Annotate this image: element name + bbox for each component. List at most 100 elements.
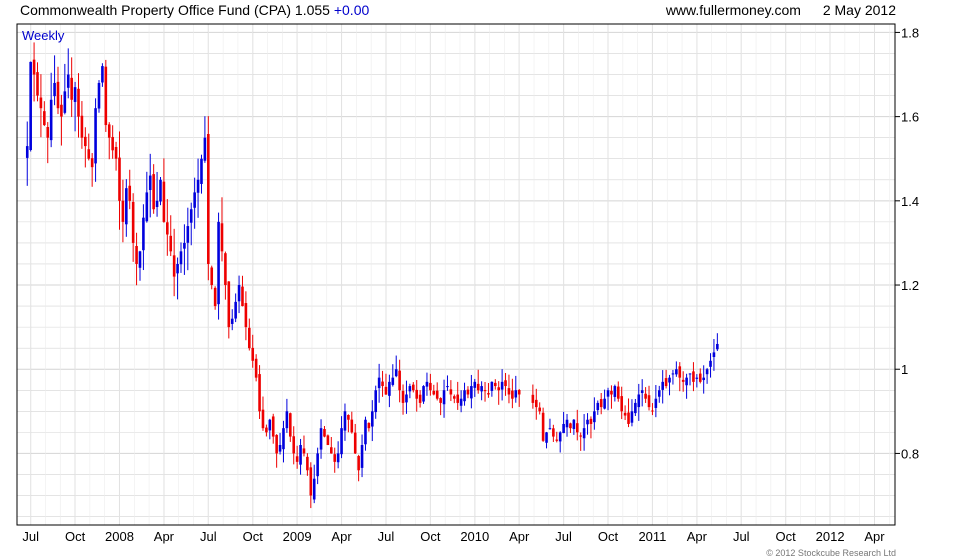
y-tick-label: 1 xyxy=(901,362,908,377)
ohlc-bar xyxy=(490,381,494,397)
ohlc-bar xyxy=(688,373,692,386)
ohlc-bar xyxy=(271,413,275,444)
ohlc-bar xyxy=(685,373,688,399)
ohlc-bar xyxy=(620,386,623,420)
ohlc-bar xyxy=(70,57,73,117)
x-tick-label: Apr xyxy=(154,529,175,544)
ohlc-bar xyxy=(357,454,360,482)
chart-title-line: Commonwealth Property Office Fund (CPA) … xyxy=(20,0,369,20)
ohlc-bar xyxy=(213,286,217,310)
ohlc-bar xyxy=(200,154,203,194)
ohlc-bar xyxy=(657,385,661,403)
ohlc-bar xyxy=(377,363,381,403)
ohlc-bar xyxy=(227,281,231,339)
ohlc-bar xyxy=(244,291,248,341)
ohlc-bar xyxy=(422,385,425,404)
ohlc-bar xyxy=(142,204,145,271)
ohlc-bar xyxy=(507,374,511,404)
ohlc-bar xyxy=(497,381,501,405)
ohlc-bar xyxy=(275,434,278,468)
ohlc-bar xyxy=(56,66,60,115)
ohlc-bar xyxy=(323,425,326,438)
ohlc-bar xyxy=(606,387,610,411)
ohlc-bar xyxy=(470,374,473,409)
ohlc-bar xyxy=(575,409,579,441)
ohlc-bar xyxy=(49,72,53,148)
x-tick-label: Oct xyxy=(65,529,86,544)
ohlc-bar xyxy=(511,378,514,409)
ohlc-bar xyxy=(463,382,466,406)
ohlc-bar xyxy=(398,359,401,403)
x-tick-label: Apr xyxy=(687,529,708,544)
ohlc-bar xyxy=(230,309,234,331)
ohlc-bar xyxy=(77,73,80,138)
ohlc-bar xyxy=(196,158,200,218)
x-tick-label: 2011 xyxy=(638,529,666,544)
ohlc-bar xyxy=(220,197,224,262)
ohlc-bar xyxy=(459,390,463,413)
ohlc-bar xyxy=(432,384,436,396)
ohlc-bar xyxy=(415,380,419,412)
site-url[interactable]: www.fullermoney.com xyxy=(665,2,801,18)
ohlc-bar xyxy=(370,400,374,442)
ohlc-bar xyxy=(90,153,94,187)
ohlc-bar xyxy=(405,380,408,414)
ohlc-bar xyxy=(480,381,483,401)
ohlc-bar xyxy=(388,374,391,408)
ohlc-bar xyxy=(193,177,196,229)
ohlc-bar xyxy=(97,80,101,113)
x-tick-label: Jul xyxy=(555,529,572,544)
ohlc-bar xyxy=(121,179,125,243)
ohlc-bar xyxy=(616,381,620,402)
ohlc-bar xyxy=(548,418,552,430)
ohlc-bar xyxy=(394,355,398,378)
ohlc-bar xyxy=(555,431,559,443)
ohlc-bar xyxy=(449,380,453,402)
ohlc-bar xyxy=(80,101,84,149)
ohlc-bar xyxy=(586,413,589,435)
period-label: Weekly xyxy=(22,28,65,43)
price-change: +0.00 xyxy=(333,2,370,18)
x-tick-label: Apr xyxy=(331,529,352,544)
ohlc-bar xyxy=(504,372,507,396)
ohlc-bar xyxy=(176,257,179,300)
x-tick-label: Apr xyxy=(864,529,885,544)
ohlc-bar xyxy=(148,153,152,218)
ohlc-bar xyxy=(131,193,135,262)
ohlc-bar xyxy=(675,361,678,377)
ohlc-bar xyxy=(695,374,699,388)
ohlc-bar xyxy=(326,434,330,446)
y-tick-label: 1.6 xyxy=(901,110,919,125)
y-tick-label: 0.8 xyxy=(901,446,919,461)
ohlc-bar xyxy=(562,411,565,434)
ohlc-bar xyxy=(623,405,627,421)
ohlc-bar xyxy=(268,418,272,440)
chart-title: Commonwealth Property Office Fund (CPA) … xyxy=(20,2,330,18)
ohlc-bar xyxy=(630,399,634,427)
ohlc-bar xyxy=(545,431,548,449)
ohlc-bar xyxy=(299,438,302,475)
ohlc-bar xyxy=(418,390,422,408)
x-tick-label: 2008 xyxy=(105,529,134,544)
ohlc-bar xyxy=(671,369,675,385)
x-tick-label: Jul xyxy=(200,529,217,544)
ohlc-bar xyxy=(596,400,600,415)
ohlc-bar xyxy=(258,365,261,420)
ohlc-bar xyxy=(333,447,337,473)
ohlc-bar xyxy=(558,431,562,453)
ohlc-bar xyxy=(254,354,258,382)
ohlc-bar xyxy=(442,379,446,418)
ohlc-bar xyxy=(661,370,664,404)
ohlc-bar xyxy=(118,131,121,230)
ohlc-bar xyxy=(439,397,442,416)
ohlc-bar xyxy=(234,293,237,323)
ohlc-bar xyxy=(84,127,87,168)
ohlc-bar xyxy=(183,224,186,275)
ohlc-bar xyxy=(104,59,108,132)
ohlc-bar xyxy=(391,364,395,387)
ohlc-bar xyxy=(340,416,343,459)
x-tick-label: Apr xyxy=(509,529,530,544)
ohlc-bar xyxy=(179,242,183,273)
ohlc-bar xyxy=(647,385,651,411)
